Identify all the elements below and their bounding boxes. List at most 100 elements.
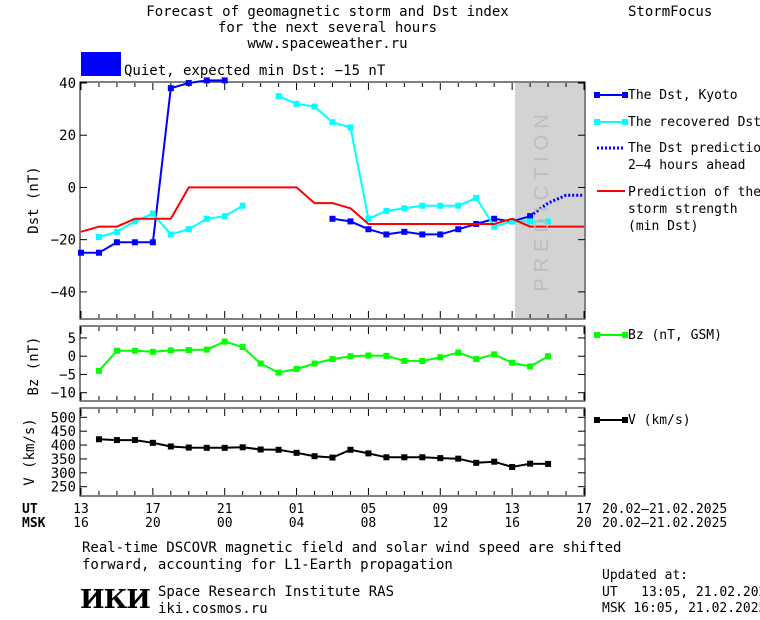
series-line-dst-1 xyxy=(278,95,549,228)
v-ylabel: V (km/s) xyxy=(22,418,38,485)
data-point-bz-0 xyxy=(527,363,534,370)
data-point-v-0 xyxy=(167,443,174,450)
data-point-bz-0 xyxy=(113,347,120,354)
data-point-dst-0 xyxy=(113,239,120,246)
data-point-dst-0 xyxy=(401,228,408,235)
ytick-label: 400 xyxy=(51,438,76,454)
data-point-bz-0 xyxy=(311,360,318,367)
data-point-dst-1 xyxy=(293,100,300,107)
data-point-dst-0 xyxy=(329,215,336,222)
site-url[interactable]: www.spaceweather.ru xyxy=(247,36,408,52)
series-line-bz-0 xyxy=(98,340,549,374)
legend-v-label: V (km/s) xyxy=(628,413,691,428)
data-point-v-0 xyxy=(437,455,444,462)
series-line-v-0 xyxy=(98,438,549,469)
ytick-label: 450 xyxy=(51,424,76,440)
series-line-dst-0 xyxy=(332,215,531,236)
data-point-bz-0 xyxy=(221,338,228,345)
msk-tick-label: 00 xyxy=(216,516,233,531)
v-panel-frame xyxy=(79,407,586,497)
institute-site[interactable]: iki.cosmos.ru xyxy=(158,601,268,617)
data-point-dst-0 xyxy=(95,249,102,256)
data-point-v-0 xyxy=(527,460,534,467)
data-point-v-0 xyxy=(293,449,300,456)
data-point-bz-0 xyxy=(95,367,102,374)
data-point-v-0 xyxy=(185,444,192,451)
prediction-region xyxy=(515,83,584,318)
msk-tick-label: 12 xyxy=(432,516,449,531)
data-point-v-0 xyxy=(131,437,138,444)
data-point-dst-1 xyxy=(203,215,210,222)
ytick-label: −40 xyxy=(51,285,76,301)
data-point-v-0 xyxy=(509,463,516,470)
data-point-bz-0 xyxy=(347,353,354,360)
data-point-bz-0 xyxy=(401,357,408,364)
data-point-dst-1 xyxy=(167,231,174,238)
msk-tick-label: 08 xyxy=(360,516,377,531)
legend-prediction-label-1: The Dst prediction xyxy=(628,141,760,156)
data-point-dst-0 xyxy=(185,80,192,86)
data-point-dst-1 xyxy=(311,103,318,110)
ytick-label: 0 xyxy=(68,349,76,365)
ut-tick-label: 13 xyxy=(73,502,89,517)
data-point-bz-0 xyxy=(239,344,246,351)
ytick-label: 250 xyxy=(51,480,76,496)
institute-name: Space Research Institute RAS xyxy=(158,584,395,600)
series-line-dst-3 xyxy=(80,186,584,233)
bz-ylabel: Bz (nT) xyxy=(26,336,42,395)
data-point-dst-1 xyxy=(221,213,228,220)
msk-tick-label: 16 xyxy=(73,516,89,531)
data-point-dst-1 xyxy=(347,124,354,131)
updated-msk: MSK 16:05, 21.02.2025 xyxy=(602,601,760,616)
msk-label: MSK xyxy=(22,516,46,531)
ytick-label: −20 xyxy=(51,233,76,249)
data-point-bz-0 xyxy=(167,347,174,354)
status-text: Quiet, expected min Dst: −15 nT xyxy=(124,63,386,79)
legend-bz-label: Bz (nT, GSM) xyxy=(628,328,722,343)
chart-title-line1: Forecast of geomagnetic storm and Dst in… xyxy=(146,4,509,20)
data-point-dst-1 xyxy=(95,234,102,241)
data-point-bz-0 xyxy=(491,351,498,358)
data-point-dst-1 xyxy=(437,202,444,209)
data-point-dst-1 xyxy=(113,228,120,235)
iki-logo: ИКИ xyxy=(80,585,151,615)
dst-ylabel: Dst (nT) xyxy=(26,166,42,233)
ytick-label: −10 xyxy=(51,386,76,402)
data-point-v-0 xyxy=(275,446,282,453)
legend-recovered-label: The recovered Dst xyxy=(628,115,760,130)
data-point-bz-0 xyxy=(185,346,192,353)
legend-storm-label-3: (min Dst) xyxy=(628,219,699,234)
data-point-v-0 xyxy=(149,439,156,446)
chart-title-line2: for the next several hours xyxy=(217,20,438,36)
updated-label: Updated at: xyxy=(602,568,689,583)
data-point-v-0 xyxy=(311,453,318,460)
data-point-dst-0 xyxy=(347,218,354,225)
ut-tick-label: 09 xyxy=(432,502,449,517)
data-point-v-0 xyxy=(383,454,390,461)
msk-date-range: 20.02–21.02.2025 xyxy=(602,516,728,531)
data-point-bz-0 xyxy=(383,352,390,359)
data-point-bz-0 xyxy=(329,356,336,363)
data-point-v-0 xyxy=(347,446,354,453)
data-point-dst-1 xyxy=(185,226,192,233)
series-line-dst-2 xyxy=(529,193,584,218)
data-point-v-0 xyxy=(419,454,426,461)
data-point-v-0 xyxy=(491,458,498,465)
msk-tick-label: 20 xyxy=(145,516,161,531)
ut-tick-label: 05 xyxy=(360,502,377,517)
data-point-dst-0 xyxy=(455,226,462,233)
data-point-dst-1 xyxy=(509,218,516,225)
data-point-dst-1 xyxy=(419,202,426,209)
legend-prediction-label-2: 2–4 hours ahead xyxy=(628,158,746,173)
data-point-bz-0 xyxy=(437,354,444,361)
data-point-dst-0 xyxy=(167,85,174,92)
data-point-v-0 xyxy=(329,454,336,461)
data-point-v-0 xyxy=(203,444,210,451)
data-point-v-0 xyxy=(95,436,102,443)
ytick-label: 0 xyxy=(68,180,76,196)
data-point-dst-0 xyxy=(78,249,84,256)
data-point-bz-0 xyxy=(419,357,426,364)
data-point-dst-1 xyxy=(491,223,498,230)
legend-recovered xyxy=(594,119,628,125)
data-point-bz-0 xyxy=(203,346,210,353)
